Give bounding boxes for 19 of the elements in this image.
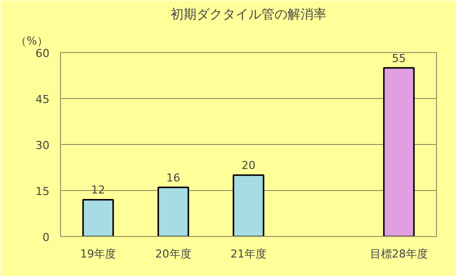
bar	[383, 67, 415, 236]
data-label: 20	[242, 159, 256, 172]
y-tick-label: 30	[36, 139, 50, 152]
data-label: 12	[91, 184, 106, 197]
y-tick-label: 45	[36, 93, 50, 106]
y-axis-title: （%）	[16, 34, 48, 48]
x-tick-label: 19年度	[80, 248, 116, 260]
x-tick-label: 20年度	[155, 248, 192, 260]
chart-title: 初期ダクタイル管の解消率	[170, 6, 326, 22]
data-label: 55	[392, 52, 406, 65]
bar	[158, 186, 190, 236]
x-tick-label: 目標28年度	[370, 248, 428, 260]
y-tick-label: 0	[42, 231, 50, 244]
x-tick-label: 21年度	[230, 248, 266, 260]
data-label: 16	[166, 171, 180, 184]
y-tick-label: 60	[36, 47, 50, 60]
y-tick-label: 15	[36, 185, 50, 198]
bar	[232, 174, 264, 236]
bar	[82, 198, 114, 236]
